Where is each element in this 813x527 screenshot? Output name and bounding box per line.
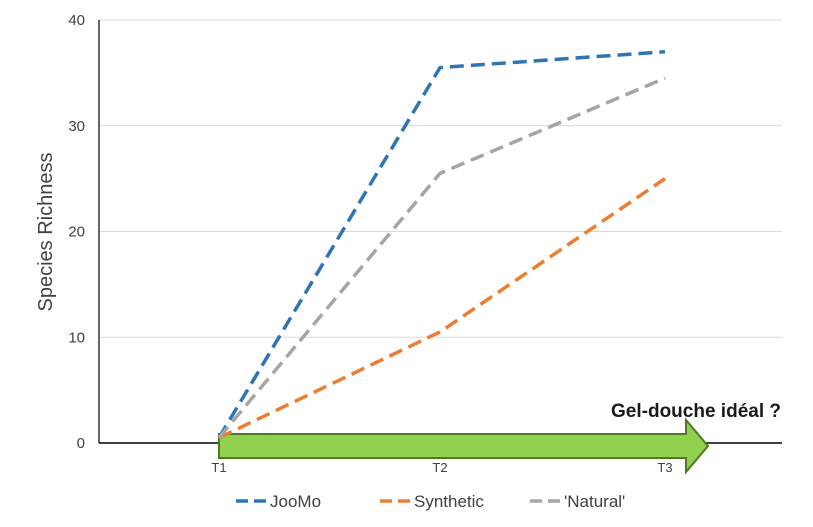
x-tick-label: T3	[657, 460, 672, 475]
y-tick-label: 30	[68, 118, 85, 135]
annotation-text: Gel-douche idéal ?	[611, 401, 781, 422]
legend: JooMo Synthetic 'Natural'	[236, 492, 625, 511]
x-tick-label: T2	[432, 460, 447, 475]
legend-label: Synthetic	[414, 492, 484, 511]
series-line-2	[218, 177, 666, 440]
annotation-arrow	[218, 417, 710, 475]
series-line-1	[217, 49, 666, 439]
series-lines	[217, 49, 666, 440]
y-tick-label: 40	[68, 12, 85, 29]
gridlines	[99, 19, 782, 338]
y-tick-labels: 0 10 20 30 40	[68, 12, 85, 452]
x-tick-label: T1	[211, 460, 226, 475]
y-axis-title: Species Richness	[35, 153, 57, 312]
legend-label: JooMo	[270, 492, 321, 511]
series-line-3	[217, 76, 666, 439]
annotation-arrow-group	[218, 417, 710, 475]
legend-label: 'Natural'	[564, 492, 625, 511]
y-tick-label: 10	[68, 329, 85, 346]
y-tick-label: 20	[68, 224, 85, 241]
x-tick-labels: T1 T2 T3	[211, 460, 672, 475]
y-tick-label: 0	[77, 435, 85, 452]
